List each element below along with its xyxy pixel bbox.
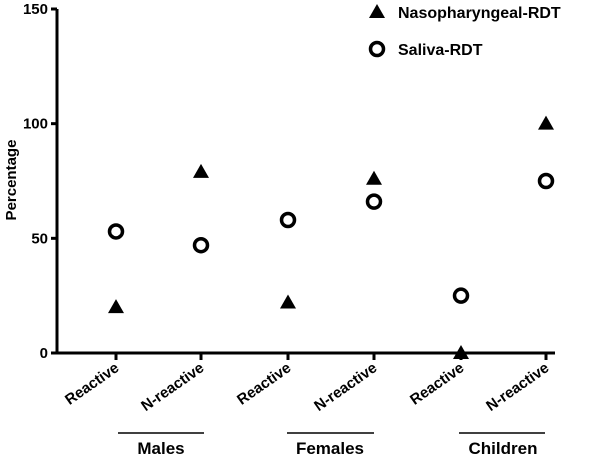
nasopharyngeal-point [193, 163, 209, 178]
x-tick-label: Reactive [234, 359, 294, 408]
nasopharyngeal-point [538, 115, 554, 130]
y-tick-label: 50 [31, 230, 48, 247]
nasopharyngeal-point [108, 299, 124, 314]
saliva-point [107, 223, 125, 240]
y-tick-label: 0 [40, 345, 48, 362]
saliva-point [452, 287, 470, 304]
nasopharyngeal-point [366, 170, 382, 185]
y-tick-label: 150 [23, 1, 48, 18]
group-labels: Males Females Children [118, 432, 545, 456]
legend-circle-icon [368, 40, 386, 58]
y-tick-label: 100 [23, 116, 48, 133]
legend-triangle-icon [369, 4, 385, 18]
x-axis: Reactive N-reactive Reactive N-reactive Reac… [55, 351, 555, 415]
saliva-point [537, 172, 555, 190]
group-label: Females [296, 439, 364, 456]
legend-label: Nasopharyngeal-RDT [398, 5, 561, 22]
group-label: Children [469, 439, 538, 456]
legend-label: Saliva-RDT [398, 42, 483, 59]
legend: Nasopharyngeal-RDT Saliva-RDT [368, 4, 561, 59]
nasopharyngeal-point [280, 294, 296, 309]
y-axis-label: Percentage [3, 140, 20, 221]
saliva-point [279, 211, 297, 229]
group-label: Males [137, 439, 184, 456]
saliva-point [192, 236, 210, 254]
y-axis: 0 50 100 150 [23, 1, 59, 362]
x-tick-label: Reactive [62, 359, 122, 408]
data-points [107, 115, 555, 359]
x-tick-label: Reactive [407, 359, 467, 408]
x-tick-label: N-reactive [311, 359, 380, 415]
x-tick-label: N-reactive [483, 359, 552, 415]
x-tick-label: N-reactive [138, 359, 207, 415]
saliva-point [365, 193, 383, 210]
nasopharyngeal-point [453, 345, 469, 359]
